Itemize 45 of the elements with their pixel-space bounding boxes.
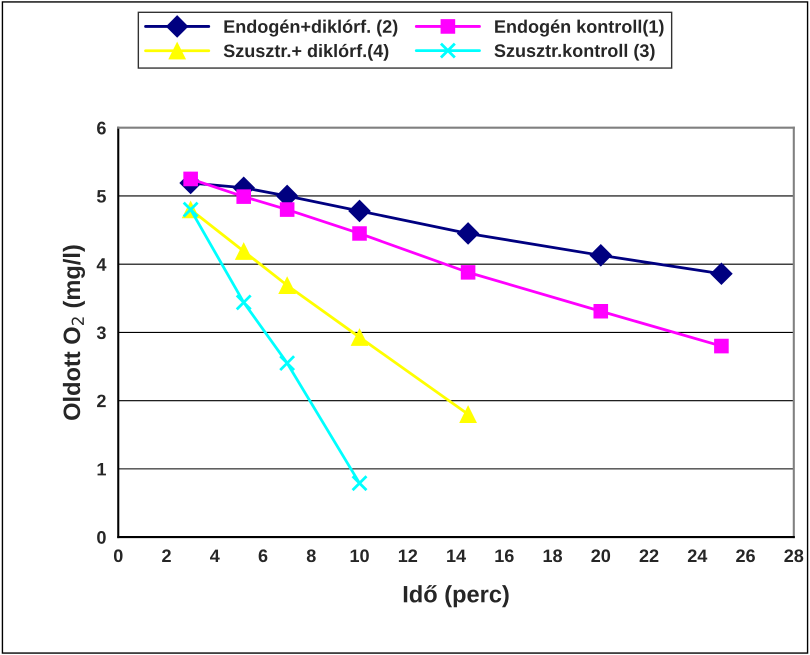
point <box>714 338 729 354</box>
legend-label: Endogén kontroll(1) <box>495 20 664 37</box>
y-tick-label: 2 <box>97 394 106 408</box>
point <box>351 474 368 492</box>
x-tick-label: 28 <box>784 549 804 562</box>
point <box>352 226 367 241</box>
y-tick-label: 0 <box>97 531 106 544</box>
x-tick-label: 12 <box>398 549 418 562</box>
x-tick-label: 14 <box>447 550 466 562</box>
x-tick-label: 8 <box>306 549 316 562</box>
point <box>278 276 296 294</box>
x-tick-label: 18 <box>544 549 562 562</box>
x-tick-label: 16 <box>495 549 514 562</box>
point <box>710 262 733 285</box>
point <box>235 294 252 311</box>
point <box>590 244 612 266</box>
y-tick-label: 4 <box>96 258 106 271</box>
legend-label: Endogén+diklórf. (2) <box>224 20 398 37</box>
x-tick-label: 24 <box>688 549 708 562</box>
point <box>456 222 480 245</box>
point <box>593 304 608 319</box>
x-tick-label: 26 <box>736 549 755 562</box>
x-tick-label: 2 <box>162 549 171 562</box>
point <box>235 242 252 260</box>
point <box>460 265 476 280</box>
x-tick-label: 4 <box>210 550 220 562</box>
x-tick-label: 10 <box>350 549 369 562</box>
y-tick-label: 6 <box>97 122 106 134</box>
point <box>350 328 368 346</box>
x-tick-label: 0 <box>114 549 123 562</box>
y-tick-label: 1 <box>98 462 106 476</box>
legend-label: Szusztr.+ diklórf.(4) <box>224 44 388 61</box>
point <box>280 202 294 217</box>
x-tick-label: 6 <box>258 549 268 562</box>
point <box>348 200 371 222</box>
y-axis-title: Oldott O$_{2}$ (mg/l) <box>62 245 85 420</box>
point <box>236 189 252 204</box>
y-tick-label: 5 <box>96 190 106 203</box>
x-tick-label: 20 <box>591 549 610 562</box>
point <box>459 406 477 423</box>
y-tick-label: 3 <box>96 326 106 340</box>
x-axis-title: Idő (perc) <box>404 585 509 608</box>
point <box>278 354 296 372</box>
x-tick-label: 22 <box>640 549 658 562</box>
legend-label: Szusztr.kontroll (3) <box>494 44 655 61</box>
